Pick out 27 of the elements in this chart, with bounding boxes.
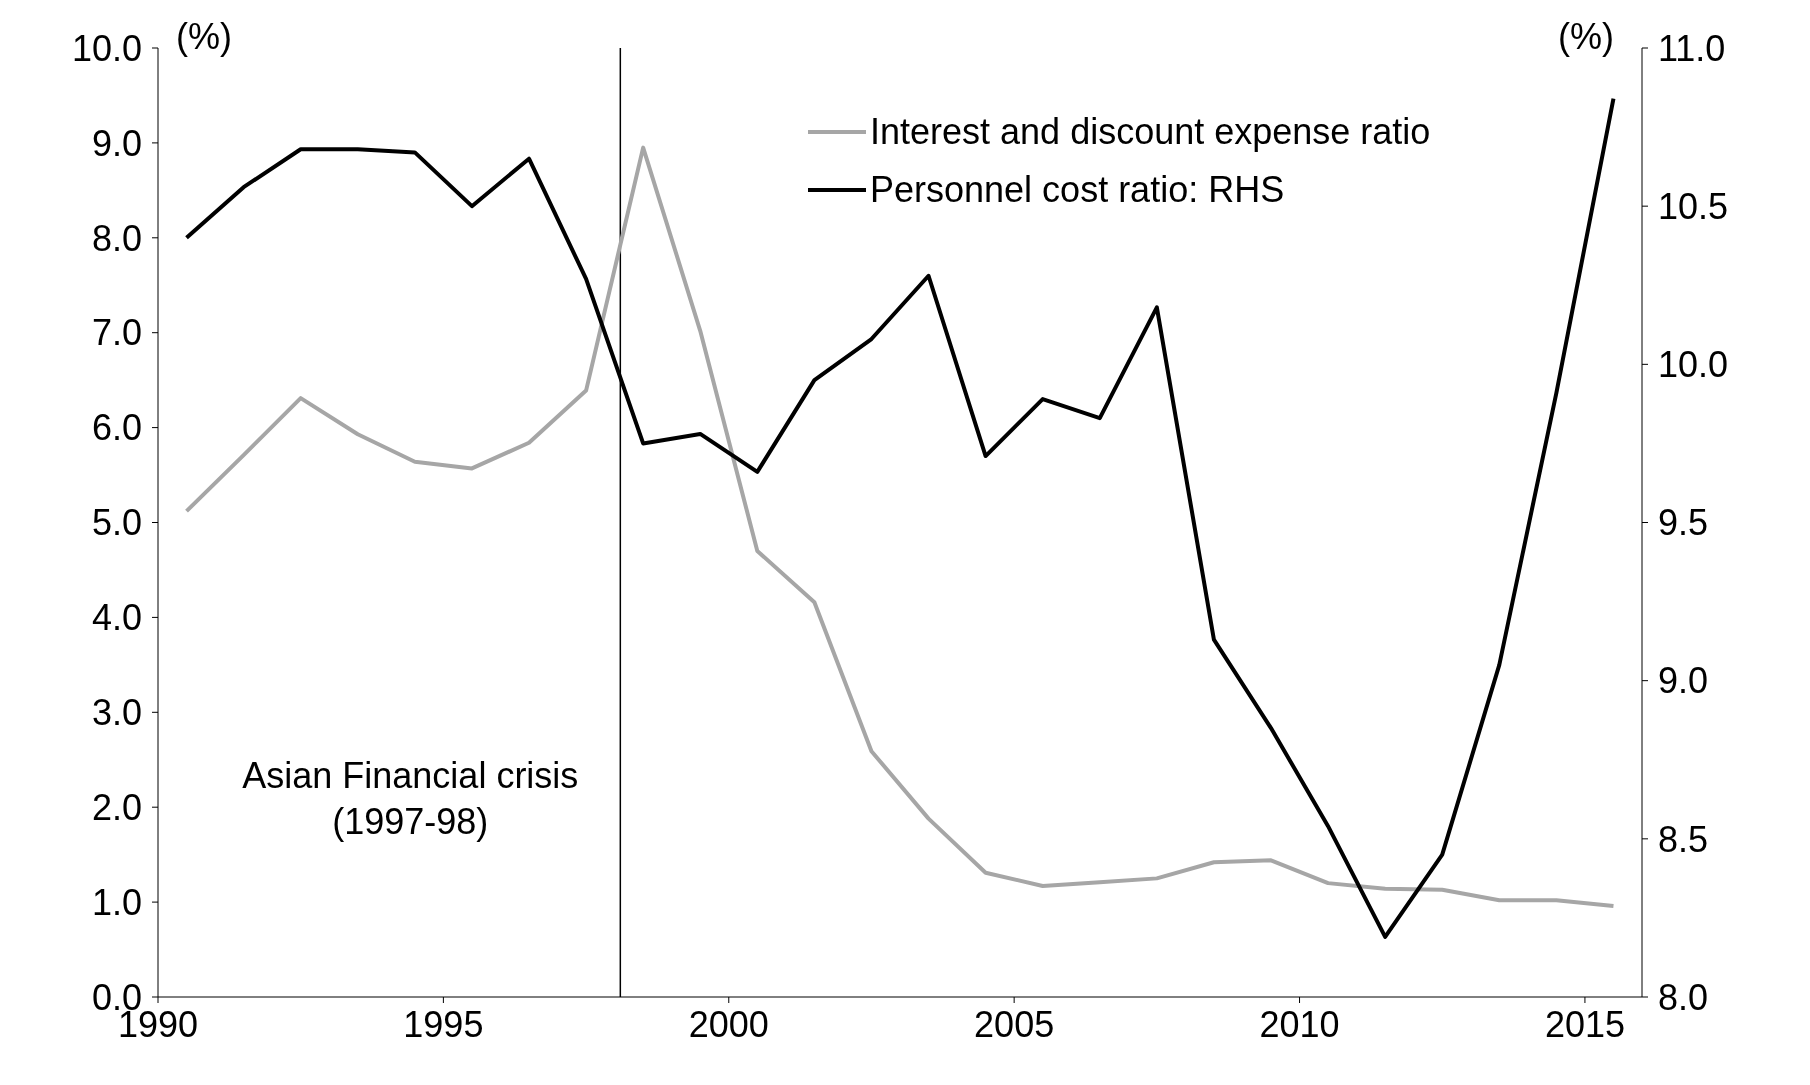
legend-label: Interest and discount expense ratio xyxy=(870,110,1431,154)
y2-tick-label: 9.5 xyxy=(1658,502,1709,544)
y2-tick-label: 10.5 xyxy=(1658,185,1729,227)
y-tick-label: 7.0 xyxy=(91,312,142,354)
y-tick-label: 5.0 xyxy=(91,502,142,544)
y2-tick-label: 11.0 xyxy=(1658,27,1726,69)
y-tick-label: 4.0 xyxy=(91,597,142,639)
y2-tick-label: 10.0 xyxy=(1658,344,1729,386)
y2-tick-label: 9.0 xyxy=(1658,660,1709,702)
x-tick-label: 1995 xyxy=(403,1003,484,1045)
y2-tick-label: 8.5 xyxy=(1658,818,1709,860)
legend-label: Personnel cost ratio: RHS xyxy=(870,168,1285,212)
y-tick-label: 3.0 xyxy=(91,692,142,734)
y-tick-label: 10.0 xyxy=(71,27,142,69)
y-tick-label: 6.0 xyxy=(91,407,142,449)
y2-axis-title: (%) xyxy=(1558,16,1614,58)
y-tick-label: 9.0 xyxy=(91,122,142,164)
y-tick-label: 1.0 xyxy=(91,881,142,923)
y-tick-label: 8.0 xyxy=(91,217,142,259)
y2-tick-label: 8.0 xyxy=(1658,976,1709,1018)
y-axis-title: (%) xyxy=(176,16,232,58)
x-tick-label: 2000 xyxy=(688,1003,769,1045)
y-tick-label: 2.0 xyxy=(91,786,142,828)
x-tick-label: 2010 xyxy=(1259,1003,1340,1045)
ref-line-label: Asian Financial crisis (1997-98) xyxy=(242,755,579,843)
x-tick-label: 2005 xyxy=(974,1003,1055,1045)
x-tick-label: 2015 xyxy=(1544,1003,1625,1045)
